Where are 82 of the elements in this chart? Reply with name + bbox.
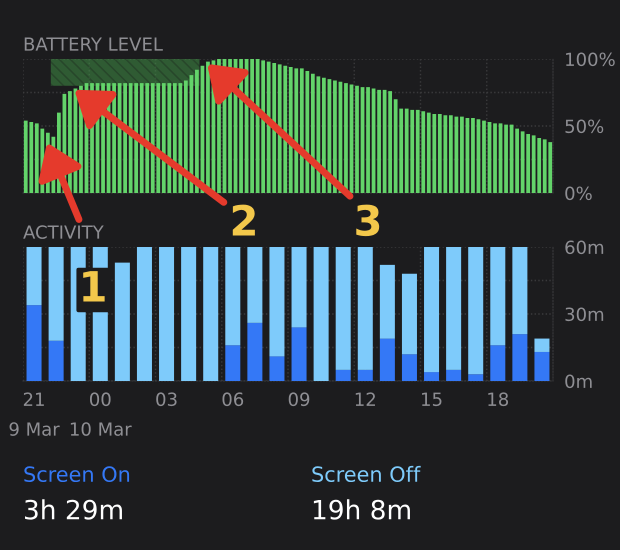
text: 2 [232,204,255,236]
bar [114,262,130,381]
bar [380,338,395,381]
text: 19h 8m [314,499,410,520]
chart-title: BATTERY LEVEL [24,38,163,51]
bar [402,274,417,354]
bar [225,247,240,346]
bar [181,247,196,381]
text: 3h 29m [25,499,122,520]
bar [29,122,34,193]
bar [534,352,550,381]
bar [380,264,395,339]
bar [358,370,373,381]
bar [520,131,525,193]
x-tick-label: 21 9 Mar [10,392,60,436]
bar [203,247,218,381]
bar [24,120,28,193]
bar [225,345,240,381]
bar [292,247,307,328]
x-tick-label: 09 [288,392,310,406]
x-tick-label: 03 [156,392,177,406]
bar [438,114,442,193]
bar [26,247,42,306]
bar [48,340,64,381]
bar [292,327,307,381]
bar [136,247,152,381]
bar [424,372,440,381]
y-tick-label: 50% [566,119,604,134]
bar [314,247,329,381]
bar [416,110,420,193]
bar [247,322,262,381]
bar [247,247,262,323]
bar [490,247,506,346]
bar [446,370,462,381]
x-tick-label: 18 [488,392,508,406]
text: 3 [356,204,380,236]
bar [537,138,542,193]
bar [534,338,550,352]
y-tick-label: 60m [565,240,604,254]
bar [48,247,64,341]
bar [388,91,392,193]
y-tick-label: 0m [565,374,592,388]
bar [421,111,426,193]
bar [402,354,417,381]
bar [269,247,284,356]
bar [468,374,484,381]
bar [336,247,351,370]
y-tick-label: 100% [566,52,615,66]
bar [394,99,398,193]
text: Screen On [24,466,130,482]
bar [424,247,440,372]
bar [159,247,174,381]
bar [512,247,528,334]
bar [490,345,506,381]
bar [410,110,414,193]
x-tick-label: 12 [356,392,375,406]
bar [399,108,404,193]
bar [404,108,409,193]
x-tick-label: 00 10 Mar [70,392,132,436]
bar [26,305,42,381]
bar [336,370,351,381]
bar [468,247,484,374]
x-tick-label: 06 [222,392,244,406]
bar [426,112,431,193]
bar [542,139,547,193]
y-tick-label: 30m [565,307,604,322]
bar [512,334,528,381]
bar [432,114,436,193]
bar [358,247,373,370]
bar [269,356,284,381]
bar [448,115,453,193]
bar [526,134,530,193]
chart-title: ACTIVITY [23,225,104,239]
annotation: 1 [83,271,105,302]
text: Screen Off [312,466,421,482]
bar [532,135,536,193]
y-tick-label: 0% [565,186,592,200]
bar [446,247,462,370]
bar [443,115,448,193]
x-tick-label: 15 [422,392,442,406]
bar [34,123,39,193]
bar [548,142,552,193]
